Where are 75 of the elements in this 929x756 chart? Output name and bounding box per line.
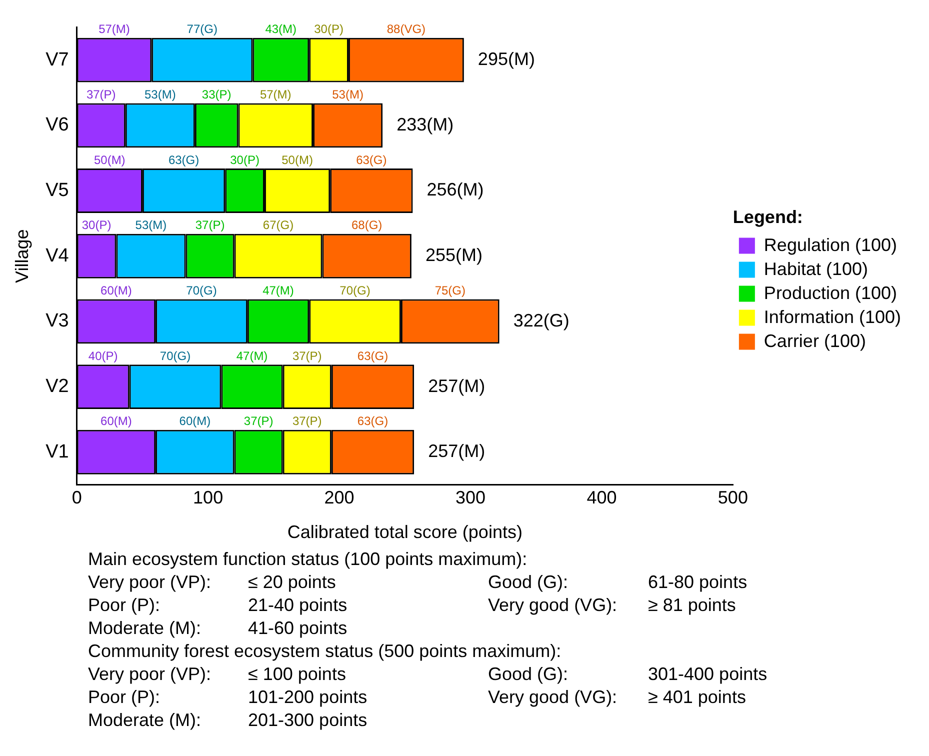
y-tick-label: V1 xyxy=(46,441,69,462)
data-label: 43(M) xyxy=(265,22,297,36)
total-label: 233(M) xyxy=(396,114,454,134)
total-label: 257(M) xyxy=(428,376,486,396)
data-label: 63(G) xyxy=(357,348,388,363)
legend-label: Habitat (100) xyxy=(764,258,868,279)
data-label: 63(G) xyxy=(168,152,200,167)
legend-label: Information (100) xyxy=(764,306,902,327)
x-tick-label: 0 xyxy=(72,488,82,508)
data-label: 37(P) xyxy=(292,414,322,428)
data-label: 63(G) xyxy=(357,414,388,428)
y-tick-label: V5 xyxy=(46,180,69,201)
data-label: 30(P) xyxy=(82,218,112,232)
data-label: 88(VG) xyxy=(386,22,426,36)
y-tick-label: V2 xyxy=(46,376,69,398)
x-tick-label: 300 xyxy=(455,488,486,508)
legend-label: Production (100) xyxy=(764,282,898,303)
data-label: 68(G) xyxy=(351,218,382,232)
x-tick-label: 400 xyxy=(586,488,617,508)
data-label: 37(P) xyxy=(86,88,116,102)
text: Main ecosystem function status (100 points maximum): xyxy=(88,548,528,571)
data-label: 63(G) xyxy=(356,152,387,167)
text: Moderate (M): 41-60 points xyxy=(88,618,348,638)
text: Moderate (M): 201-300 points xyxy=(88,710,368,730)
data-label: 50(M) xyxy=(94,152,126,167)
text: Very good (VG): ≥ 81 points xyxy=(488,595,736,615)
text: Very poor (VP): ≤ 20 points xyxy=(88,572,336,592)
data-label: 40(P) xyxy=(88,348,118,363)
data-label: 47(M) xyxy=(236,348,268,363)
data-label: 77(G) xyxy=(186,22,218,36)
data-label: 70(G) xyxy=(340,284,370,298)
total-label: 256(M) xyxy=(426,180,484,200)
data-label: 60(M) xyxy=(100,414,132,428)
y-tick-label: V3 xyxy=(46,310,69,332)
data-label: 37(P) xyxy=(244,414,274,428)
text: Good (G): 301-400 points xyxy=(488,664,768,684)
data-label: 60(M) xyxy=(100,284,132,298)
data-label: 57(M) xyxy=(260,88,292,102)
text: Poor (P): 101-200 points xyxy=(88,687,368,707)
data-label: 70(G) xyxy=(186,284,217,298)
data-label: 57(M) xyxy=(98,22,130,36)
data-label: 37(P) xyxy=(195,218,225,232)
data-label: 60(M) xyxy=(179,414,211,428)
legend-title: Legend: xyxy=(732,207,803,228)
data-label: 50(M) xyxy=(282,152,313,167)
y-tick-label: V4 xyxy=(46,245,70,266)
x-tick-label: 500 xyxy=(718,488,748,508)
total-label: 295(M) xyxy=(478,49,535,70)
data-label: 53(M) xyxy=(144,88,176,102)
y-tick-label: V6 xyxy=(46,114,69,136)
data-label: 30(P) xyxy=(230,152,260,167)
data-label: 70(G) xyxy=(160,348,191,363)
y-tick-label: V7 xyxy=(46,49,69,70)
data-label: 37(P) xyxy=(292,348,322,363)
total-label: 257(M) xyxy=(428,441,486,462)
x-tick-label: 200 xyxy=(324,488,354,508)
data-label: 33(P) xyxy=(202,88,232,102)
legend-label: Carrier (100) xyxy=(764,330,866,351)
y-axis-title: Village xyxy=(12,229,32,283)
data-label: 75(G) xyxy=(434,284,466,298)
text: Poor (P): 21-40 points xyxy=(88,595,348,615)
data-label: 67(G) xyxy=(262,218,294,232)
text: Very good (VG): ≥ 401 points xyxy=(488,687,746,707)
data-label: 53(M) xyxy=(332,88,364,102)
legend-label: Regulation (100) xyxy=(764,234,898,255)
text: Very poor (VP): ≤ 100 points xyxy=(88,664,346,684)
total-label: 322(G) xyxy=(513,310,570,330)
text: Good (G): 61-80 points xyxy=(488,572,748,592)
total-label: 255(M) xyxy=(425,245,482,266)
data-label: 53(M) xyxy=(135,218,167,232)
text: Community forest ecosystem status (500 points maximum): xyxy=(88,640,562,663)
x-tick-label: 100 xyxy=(193,488,224,508)
data-label: 30(P) xyxy=(314,22,344,36)
data-label: 47(M) xyxy=(262,284,294,298)
x-axis-title: Calibrated total score (points) xyxy=(287,522,522,542)
